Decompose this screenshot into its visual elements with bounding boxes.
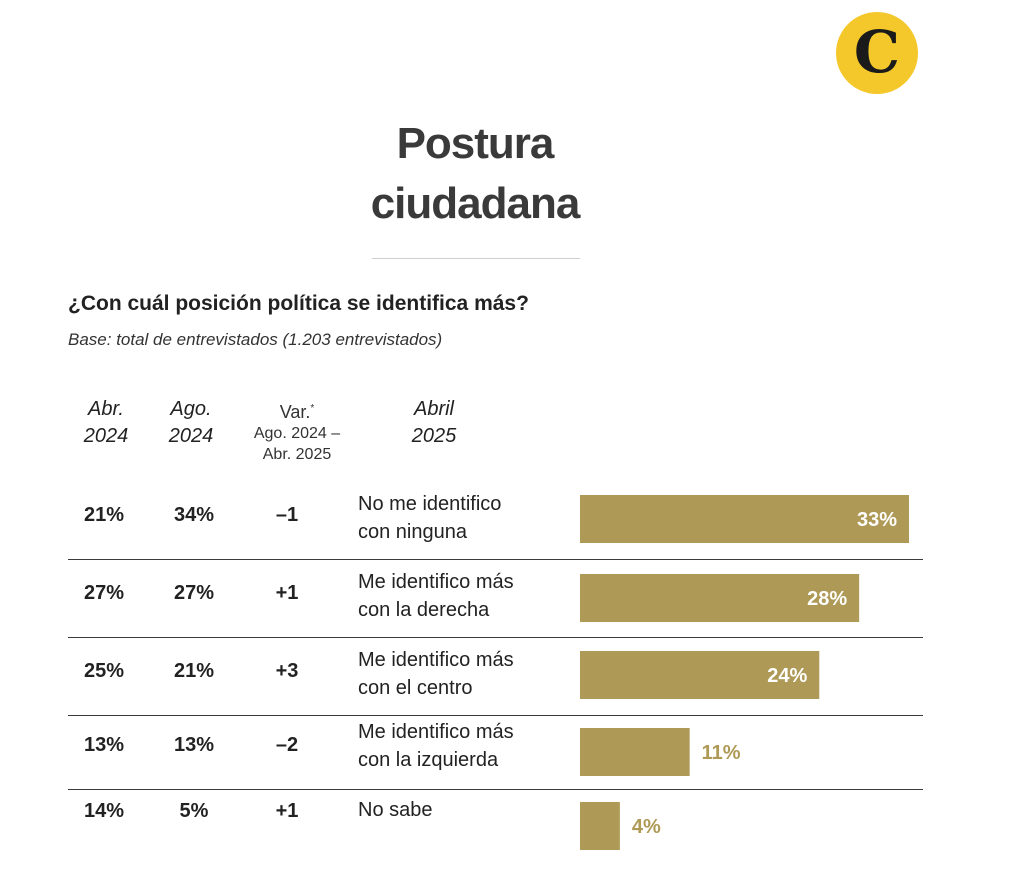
bar <box>580 728 690 776</box>
cell-abr-2024: 21% <box>83 504 125 526</box>
header-var-star: * <box>310 403 315 414</box>
table-row: 13% 13% –2 Me identifico más con la izqu… <box>68 712 923 790</box>
row-label-line1: Me identifico más <box>358 571 514 593</box>
title-divider <box>372 258 580 259</box>
logo: C <box>836 12 918 94</box>
bar <box>580 802 620 850</box>
row-label-line2: con la derecha <box>358 599 490 621</box>
table-row: 27% 27% +1 Me identifico más con la dere… <box>68 560 923 638</box>
row-label-line1: No me identifico <box>358 493 502 515</box>
cell-ago-2024: 21% <box>173 660 215 682</box>
cell-abr-2024: 13% <box>83 734 125 756</box>
row-label-line1: Me identifico más <box>358 721 514 743</box>
bar <box>580 651 820 699</box>
cell-variation: +1 <box>275 582 299 604</box>
title-line-2: ciudadana <box>370 179 581 228</box>
cell-abr-2024: 14% <box>83 800 125 822</box>
cell-ago-2024: 5% <box>179 800 209 822</box>
row-label-line1: No sabe <box>358 799 433 821</box>
header-ago-2024-line1: Ago. <box>170 398 212 420</box>
bar-value-label: 33% <box>857 509 897 531</box>
header-abr-2024: Abr. 2024 <box>70 396 142 450</box>
header-abril-2025: Abril 2025 <box>396 396 472 450</box>
row-separator <box>68 789 923 790</box>
row-label-line2: con ninguna <box>358 521 467 543</box>
cell-ago-2024: 13% <box>173 734 215 756</box>
table-row: 25% 21% +3 Me identifico más con el cent… <box>68 638 923 716</box>
row-label: No me identifico con ninguna <box>358 490 501 546</box>
row-label: No sabe <box>358 796 433 824</box>
header-abril-2025-line1: Abril <box>413 398 454 420</box>
row-label: Me identifico más con la izquierda <box>358 718 514 774</box>
header-variation: Var.* Ago. 2024 – Abr. 2025 <box>238 398 356 465</box>
table-row: 21% 34% –1 No me identifico con ninguna <box>68 482 923 560</box>
row-label: Me identifico más con el centro <box>358 646 514 702</box>
question: ¿Con cuál posición política se identific… <box>68 292 529 315</box>
row-label: Me identifico más con la derecha <box>358 568 514 624</box>
cell-variation: +1 <box>275 800 299 822</box>
row-label-line1: Me identifico más <box>358 649 514 671</box>
page-title: Postura ciudadana <box>300 114 650 234</box>
base-note: Base: total de entrevistados (1.203 entr… <box>68 330 443 349</box>
header-ago-2024: Ago. 2024 <box>155 396 227 450</box>
bar-value-label: 11% <box>702 742 741 764</box>
bar-value-label: 4% <box>632 816 661 838</box>
bar <box>580 495 909 543</box>
cell-variation: +3 <box>275 660 299 682</box>
bar-value-label: 28% <box>807 588 847 610</box>
cell-variation: –1 <box>275 504 299 526</box>
table-row: 14% 5% +1 No sabe <box>68 790 923 860</box>
cell-abr-2024: 25% <box>83 660 125 682</box>
bar <box>580 574 860 622</box>
header-var-line1: Var. <box>279 402 311 422</box>
header-var-line3: Abr. 2025 <box>262 446 332 463</box>
header-abr-2024-line1: Abr. <box>88 398 124 420</box>
cell-ago-2024: 34% <box>173 504 215 526</box>
row-label-line2: con la izquierda <box>358 749 499 771</box>
row-label-line2: con el centro <box>358 677 473 699</box>
cell-ago-2024: 27% <box>173 582 215 604</box>
bar-value-label: 24% <box>767 665 807 687</box>
row-separator <box>68 637 923 638</box>
title-line-1: Postura <box>396 119 555 168</box>
row-separator <box>68 715 923 716</box>
header-var-line2: Ago. 2024 – <box>253 425 341 442</box>
cell-abr-2024: 27% <box>83 582 125 604</box>
row-separator <box>68 559 923 560</box>
logo-letter: C <box>853 18 901 86</box>
header-ago-2024-line2: 2024 <box>168 425 214 447</box>
header-abril-2025-line2: 2025 <box>411 425 457 447</box>
cell-variation: –2 <box>275 734 299 756</box>
header-abr-2024-line2: 2024 <box>83 425 129 447</box>
